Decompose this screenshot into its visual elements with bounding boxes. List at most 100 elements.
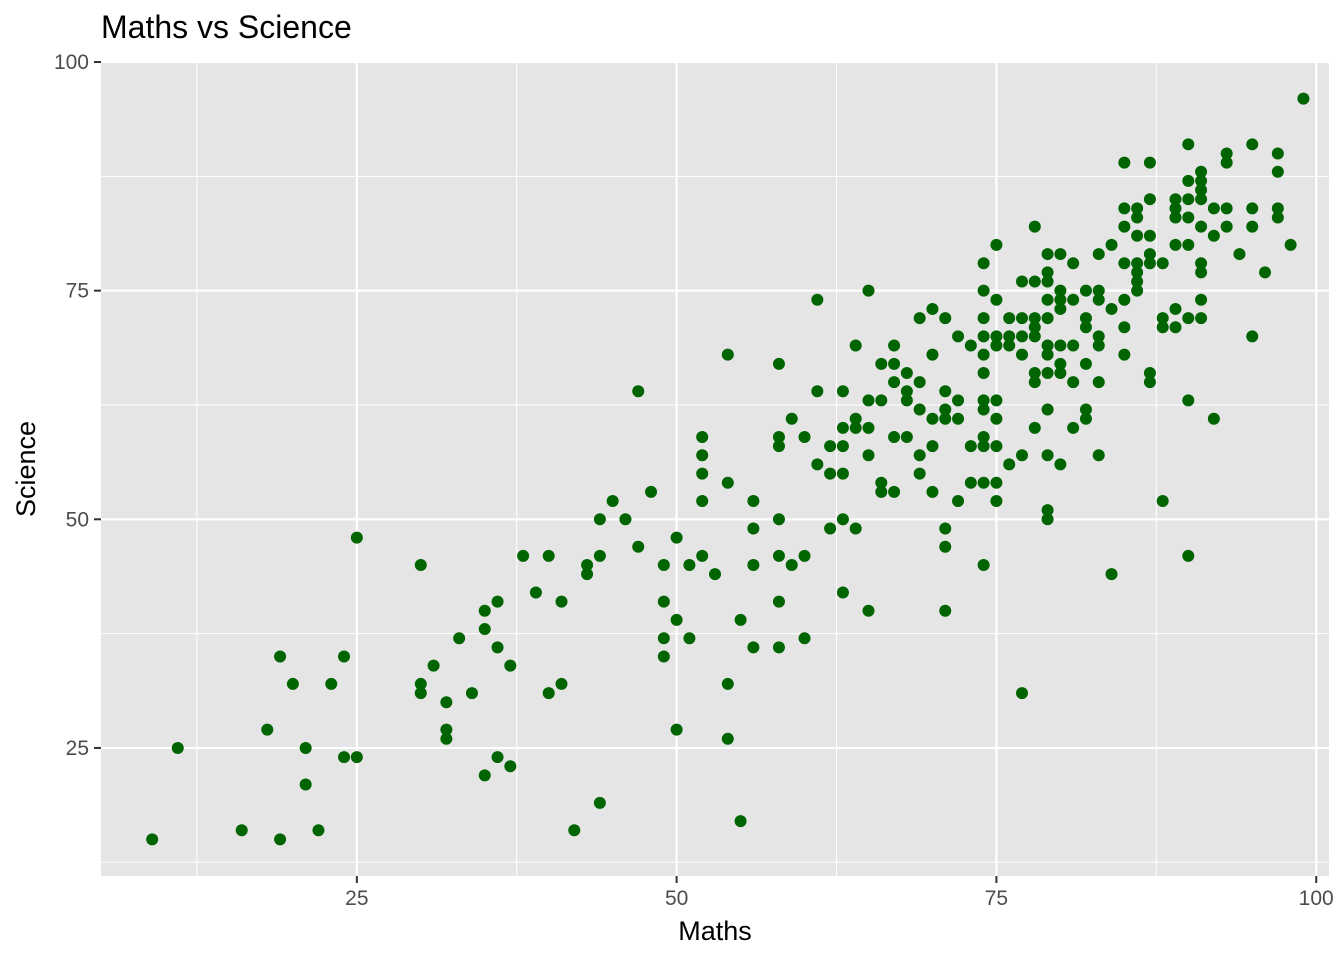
data-point [939, 540, 952, 553]
data-point [1182, 549, 1195, 562]
data-point [491, 641, 504, 654]
data-point [1028, 321, 1041, 334]
major-gridlines [101, 60, 1329, 876]
data-point [862, 604, 875, 617]
data-point [1220, 147, 1233, 160]
data-point [1143, 248, 1156, 261]
y-tick-label: 100 [54, 51, 89, 74]
data-point [478, 623, 491, 636]
data-point [555, 595, 568, 608]
data-point [836, 440, 849, 453]
data-point [1169, 202, 1182, 215]
data-point [581, 568, 594, 581]
data-point [1271, 202, 1284, 215]
data-point [1041, 266, 1054, 279]
data-point [1105, 568, 1118, 581]
data-point [1207, 412, 1220, 425]
x-tick-label: 100 [1299, 887, 1334, 910]
data-point [1067, 339, 1080, 352]
data-point [146, 833, 159, 846]
data-point [350, 751, 363, 764]
data-point [581, 559, 594, 572]
data-point [747, 641, 760, 654]
data-point [977, 312, 990, 325]
data-point [1195, 165, 1208, 178]
data-point [555, 677, 568, 690]
data-point [1195, 266, 1208, 279]
data-point [734, 613, 747, 626]
data-point [414, 677, 427, 690]
data-point [1028, 312, 1041, 325]
data-point [1079, 284, 1092, 297]
data-point [1169, 211, 1182, 224]
data-point [875, 476, 888, 489]
data-point [414, 687, 427, 700]
data-point [1028, 366, 1041, 379]
data-point [1246, 330, 1259, 343]
data-point [836, 586, 849, 599]
data-point [977, 559, 990, 572]
data-point [1016, 348, 1028, 361]
data-point [235, 824, 248, 837]
data-point [1297, 92, 1310, 105]
data-point [1118, 202, 1131, 215]
data-point [888, 485, 901, 498]
data-point [709, 568, 721, 581]
data-point [1156, 257, 1169, 270]
data-point [1182, 312, 1195, 325]
data-point [1041, 449, 1054, 462]
data-point [1156, 312, 1169, 325]
data-point [1028, 220, 1041, 233]
data-point [478, 769, 491, 782]
data-point [1003, 339, 1016, 352]
data-point [657, 650, 670, 663]
data-point [1118, 220, 1131, 233]
data-point [888, 357, 901, 370]
data-point [1028, 330, 1041, 343]
data-point [1182, 138, 1195, 151]
data-point [772, 595, 785, 608]
data-point [836, 467, 849, 480]
data-point [977, 394, 990, 407]
data-point [1041, 348, 1054, 361]
data-point [593, 513, 606, 526]
data-point [1041, 275, 1054, 288]
data-point [952, 412, 965, 425]
y-tick-label: 75 [66, 280, 89, 303]
data-point [811, 458, 824, 471]
data-point [785, 559, 798, 572]
data-point [862, 449, 875, 462]
data-point [414, 559, 427, 572]
data-point [299, 778, 312, 791]
data-point [1182, 211, 1195, 224]
data-point [1067, 257, 1080, 270]
data-point [939, 604, 952, 617]
data-point [1016, 275, 1028, 288]
x-axis-label: Maths [678, 916, 752, 946]
x-tick-label: 75 [985, 887, 1008, 910]
data-point [696, 467, 709, 480]
data-point [772, 357, 785, 370]
data-point [1041, 339, 1054, 352]
data-point [504, 659, 517, 672]
data-point [1105, 238, 1118, 251]
data-point [1118, 321, 1131, 334]
data-point [1271, 165, 1284, 178]
data-point [657, 559, 670, 572]
data-point [1105, 302, 1118, 315]
data-point [1028, 421, 1041, 434]
data-point [274, 650, 287, 663]
data-point [1079, 403, 1092, 416]
data-point [504, 760, 517, 773]
data-point [1271, 211, 1284, 224]
data-point [1041, 312, 1054, 325]
data-point [1156, 495, 1169, 508]
data-point [977, 440, 990, 453]
data-point [325, 677, 338, 690]
data-point [1041, 513, 1054, 526]
data-point [350, 531, 363, 544]
data-point [1195, 312, 1208, 325]
data-point [913, 449, 926, 462]
data-point [1131, 266, 1144, 279]
